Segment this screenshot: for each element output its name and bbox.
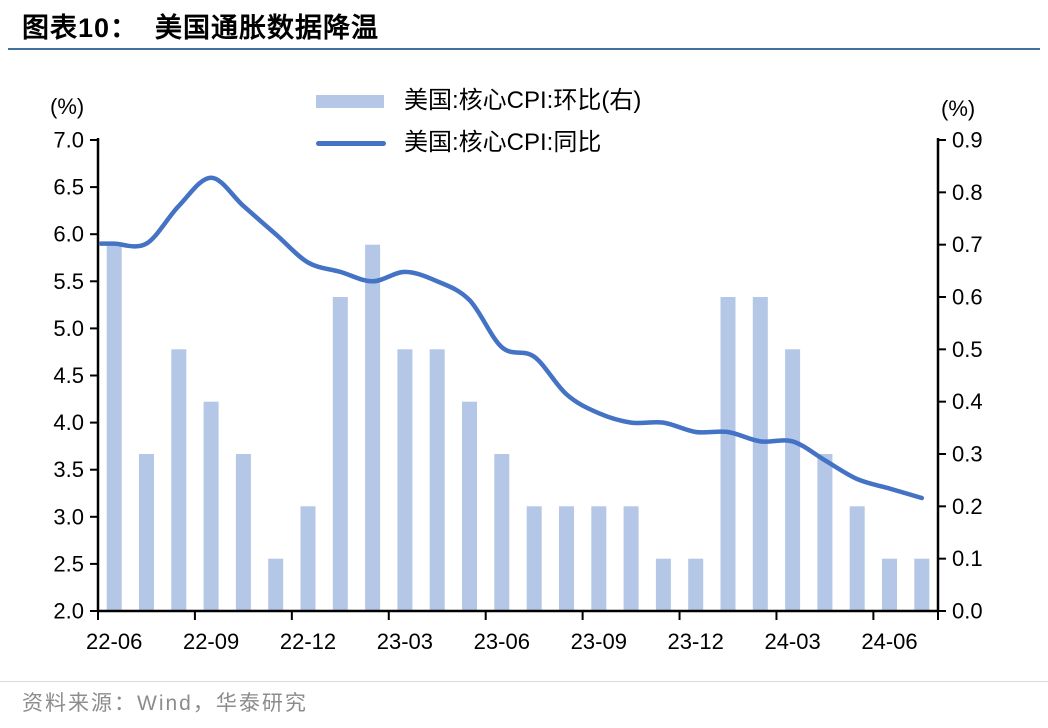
left-tick-label: 3.0: [53, 504, 84, 529]
left-tick-label: 4.0: [53, 410, 84, 435]
bar-22-08: [171, 349, 187, 611]
bar-24-05: [849, 506, 865, 611]
right-axis-unit: (%): [941, 96, 976, 121]
bar-24-01: [720, 297, 736, 611]
bar-24-02: [752, 297, 768, 611]
left-tick-label: 5.0: [53, 316, 84, 341]
left-tick-label: 7.0: [53, 128, 84, 153]
x-tick-label: 22-12: [280, 629, 336, 654]
legend-bar-swatch-icon: [316, 94, 384, 108]
right-tick-label: 0.7: [952, 232, 983, 257]
bar-23-04: [429, 349, 445, 611]
right-tick-label: 0.8: [952, 180, 983, 205]
left-tick-label: 6.5: [53, 175, 84, 200]
line-series-yoy: [98, 175, 925, 501]
bar-23-07: [526, 506, 542, 611]
bar-series-mom: [106, 244, 930, 611]
x-tick-label: 22-06: [86, 629, 142, 654]
legend-item-mom: 美国:核心CPI:环比(右): [316, 88, 641, 114]
bar-24-03: [785, 349, 801, 611]
tick-labels: 7.0 6.5 6.0 5.5 5.0 4.5 4.0 3.5 3.0 2.5 2.0 0.9 0.8 0…: [53, 128, 982, 655]
right-tick-label: 0.3: [952, 442, 983, 467]
bar-22-07: [139, 454, 154, 611]
x-tick-label: 23-09: [571, 629, 627, 654]
bar-23-11: [655, 558, 671, 611]
x-tick-label: 24-03: [764, 629, 820, 654]
x-tick-label: 23-03: [377, 629, 433, 654]
left-tick-label: 3.5: [53, 457, 84, 482]
left-tick-label: 2.0: [53, 599, 84, 624]
left-tick-label: 6.0: [53, 222, 84, 247]
bar-24-07: [914, 558, 930, 611]
right-tick-label: 0.0: [952, 599, 983, 624]
title-underline: [8, 48, 1040, 50]
right-tick-label: 0.4: [952, 389, 983, 414]
legend-item-yoy: 美国:核心CPI:同比: [316, 130, 641, 156]
tick-marks: [90, 139, 946, 620]
left-tick-label: 2.5: [53, 551, 84, 576]
legend-bar-label: 美国:核心CPI:环比(右): [404, 87, 642, 114]
axes: [96, 138, 940, 613]
right-tick-label: 0.2: [952, 494, 983, 519]
right-tick-label: 0.1: [952, 546, 983, 571]
source-note: 资料来源：Wind，华泰研究: [22, 692, 308, 715]
footer-divider: [0, 681, 1048, 682]
left-tick-label: 5.5: [53, 269, 84, 294]
bar-24-06: [882, 558, 897, 611]
left-axis-unit: (%): [50, 94, 85, 119]
right-tick-label: 0.9: [952, 128, 983, 153]
bar-23-01: [332, 297, 348, 611]
bar-23-08: [559, 506, 574, 611]
legend-line-swatch-icon: [316, 140, 386, 146]
bar-22-12: [300, 506, 316, 611]
bar-23-05: [462, 401, 477, 611]
legend-line-label: 美国:核心CPI:同比: [404, 129, 602, 156]
bar-23-02: [365, 244, 381, 611]
bar-22-09: [203, 401, 219, 611]
bar-23-10: [623, 506, 639, 611]
bar-23-03: [397, 349, 413, 611]
x-tick-label: 23-06: [474, 629, 530, 654]
right-tick-label: 0.6: [952, 285, 983, 310]
x-tick-label: 23-12: [668, 629, 724, 654]
bar-23-06: [494, 454, 510, 611]
x-tick-label: 22-09: [183, 629, 239, 654]
bar-22-06: [106, 244, 122, 611]
right-tick-label: 0.5: [952, 337, 983, 362]
bar-23-09: [591, 506, 607, 611]
bar-22-11: [268, 558, 284, 611]
bar-22-10: [235, 454, 251, 611]
x-tick-label: 24-06: [861, 629, 917, 654]
left-tick-label: 4.5: [53, 363, 84, 388]
bar-24-04: [817, 454, 833, 611]
chart-legend: 美国:核心CPI:环比(右) 美国:核心CPI:同比: [316, 88, 641, 156]
bar-23-12: [688, 558, 704, 611]
page-title: 图表10： 美国通胀数据降温: [22, 13, 380, 43]
